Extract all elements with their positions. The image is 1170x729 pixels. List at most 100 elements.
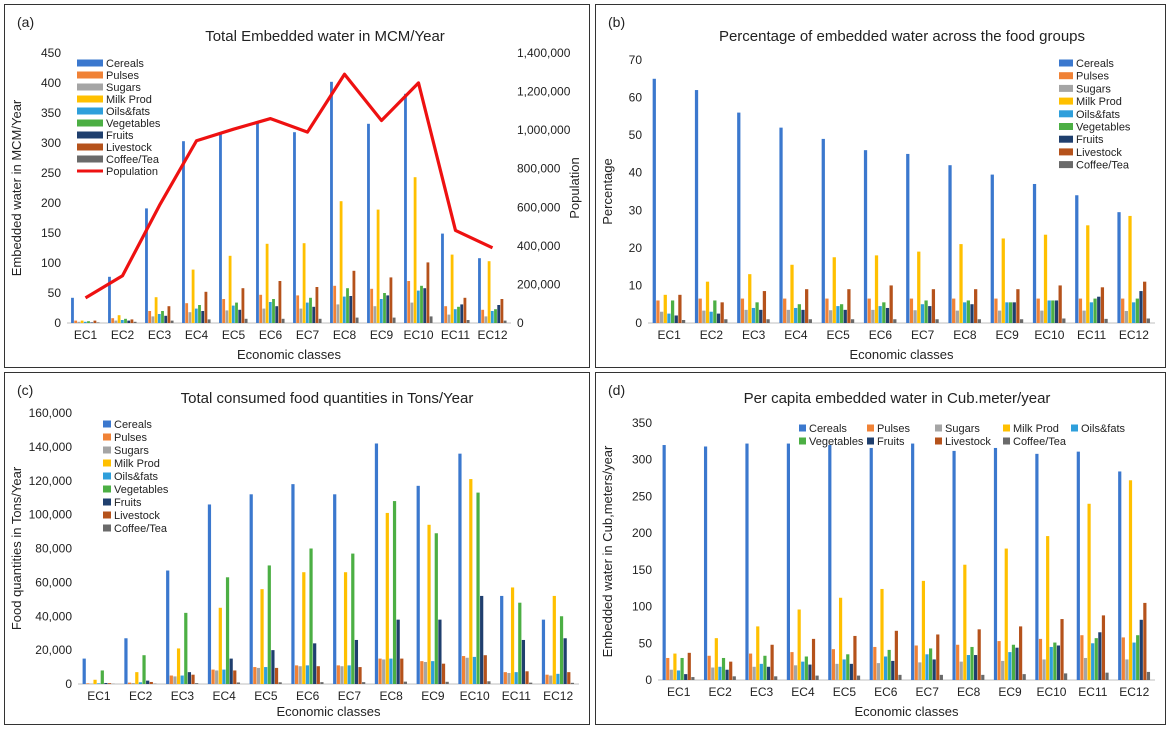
y-axis-label: Food quantities in Tons/Year xyxy=(9,466,24,630)
y-tick-label: 100,000 xyxy=(29,508,73,522)
legend-swatch xyxy=(77,107,103,115)
bar-vegetables xyxy=(680,657,684,680)
bar-milk-prod xyxy=(154,297,158,323)
bar-sugars xyxy=(1082,310,1086,323)
bar-livestock xyxy=(525,671,529,684)
bar-fruits xyxy=(716,313,721,323)
bar-vegetables xyxy=(966,300,970,323)
bar-vegetables xyxy=(846,654,850,680)
bar-coffee-tea xyxy=(278,682,282,684)
x-tick-label: EC3 xyxy=(171,689,195,703)
bar-sugars xyxy=(131,682,135,684)
bar-fruits xyxy=(1054,300,1059,323)
bar-pulses xyxy=(222,299,226,323)
bar-milk-prod xyxy=(469,479,473,684)
bar-vegetables xyxy=(1136,635,1140,680)
bar-fruits xyxy=(312,306,316,323)
bar-oils-fats xyxy=(1047,300,1051,323)
bar-milk-prod xyxy=(260,589,264,684)
bar-sugars xyxy=(423,661,428,684)
bar-coffee-tea xyxy=(362,682,366,684)
bar-cereals xyxy=(694,90,699,323)
y-tick-label: 160,000 xyxy=(29,406,73,420)
bar-vegetables xyxy=(670,300,675,323)
legend-label: Pulses xyxy=(877,423,911,435)
legend-swatch xyxy=(1059,84,1073,92)
bar-fruits xyxy=(460,304,464,323)
bar-coffee-tea xyxy=(935,319,939,323)
bar-coffee-tea xyxy=(893,319,897,323)
y-tick-label: 300 xyxy=(41,136,61,150)
bar-coffee-tea xyxy=(691,677,695,680)
x-tick-label: EC8 xyxy=(333,328,357,342)
bar-sugars xyxy=(188,312,192,323)
bar-livestock xyxy=(278,281,282,323)
bar-pulses xyxy=(1078,298,1083,323)
bar-oils-fats xyxy=(963,302,967,323)
y2-tick-label: 1,000,000 xyxy=(517,123,571,137)
x-tick-label: EC6 xyxy=(296,689,320,703)
x-tick-label: EC6 xyxy=(259,328,283,342)
legend-label: Oils&fats xyxy=(1081,423,1126,435)
bar-fruits xyxy=(725,669,729,680)
bar-livestock xyxy=(805,289,809,323)
bar-cereals xyxy=(1076,451,1080,680)
bar-vegetables xyxy=(100,670,104,684)
legend-swatch xyxy=(77,143,103,151)
bar-cereals xyxy=(478,258,481,323)
bar-sugars xyxy=(876,663,881,680)
bar-fruits xyxy=(1098,632,1102,680)
bar-vegetables xyxy=(184,612,188,684)
bar-pulses xyxy=(148,311,152,323)
x-tick-label: EC9 xyxy=(421,689,445,703)
x-tick-label: EC9 xyxy=(370,328,394,342)
bar-milk-prod xyxy=(487,261,491,323)
y2-tick-label: 600,000 xyxy=(517,200,561,214)
bar-coffee-tea xyxy=(1146,318,1150,323)
bar-vegetables xyxy=(476,492,480,684)
bar-coffee-tea xyxy=(403,681,408,684)
bar-pulses xyxy=(952,298,956,323)
legend-swatch xyxy=(77,119,103,127)
bar-cereals xyxy=(1075,195,1079,323)
bar-pulses xyxy=(461,656,466,684)
bar-fruits xyxy=(843,309,847,323)
bar-cereals xyxy=(869,447,873,680)
legend-swatch xyxy=(867,424,874,432)
bar-livestock xyxy=(204,291,208,323)
y-tick-label: 250 xyxy=(632,489,652,503)
legend-label: Livestock xyxy=(1076,147,1122,159)
bar-cereals xyxy=(948,165,952,323)
y-tick-label: 20 xyxy=(629,241,643,255)
bar-sugars xyxy=(659,311,664,323)
bar-milk-prod xyxy=(714,638,718,680)
bar-sugars xyxy=(1083,657,1088,680)
bar-vegetables xyxy=(559,616,564,684)
y-tick-label: 200 xyxy=(41,196,61,210)
legend-swatch xyxy=(1059,97,1073,105)
bar-coffee-tea xyxy=(1104,318,1108,323)
y-tick-label: 350 xyxy=(632,416,652,430)
bar-coffee-tea xyxy=(1022,674,1026,680)
y-tick-label: 10 xyxy=(629,278,643,292)
bar-coffee-tea xyxy=(808,319,812,323)
bar-milk-prod xyxy=(413,177,417,323)
legend-label: Milk Prod xyxy=(1076,96,1122,108)
bar-oils-fats xyxy=(194,308,198,323)
bar-coffee-tea xyxy=(766,319,770,323)
bar-vegetables xyxy=(420,285,423,323)
bar-pulses xyxy=(783,298,787,323)
bar-pulses xyxy=(909,298,914,323)
bar-milk-prod xyxy=(917,251,921,323)
bar-sugars xyxy=(256,667,261,684)
x-axis-label: Economic classes xyxy=(849,347,954,362)
bar-pulses xyxy=(873,646,877,680)
bar-pulses xyxy=(1121,637,1125,680)
legend-label: Sugars xyxy=(114,445,149,457)
legend-label: Cereals xyxy=(106,58,144,70)
bar-fruits xyxy=(1012,302,1016,323)
legend-swatch xyxy=(1059,59,1073,67)
bar-coffee-tea xyxy=(1146,671,1151,680)
bar-livestock xyxy=(316,666,320,684)
bar-milk-prod xyxy=(1128,215,1132,323)
